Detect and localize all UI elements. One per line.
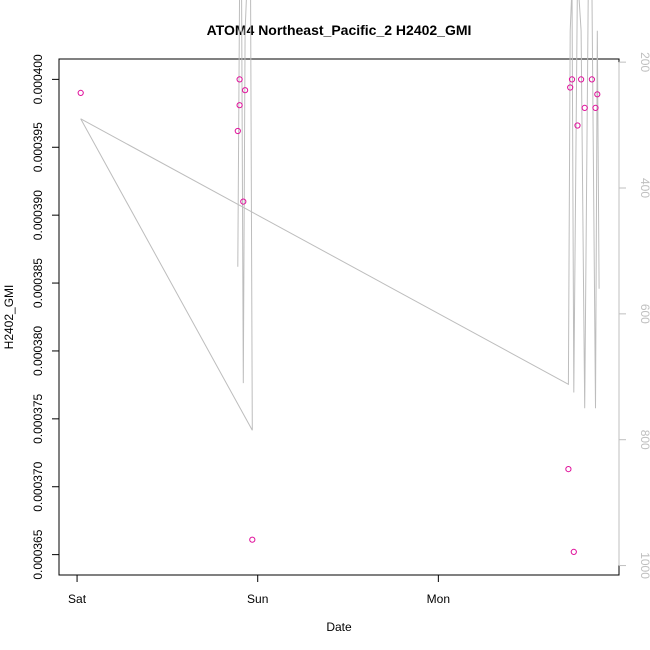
y-tick-label: 0.000370 [31,461,45,511]
x-tick-label: Sat [68,592,87,606]
series-line-1 [80,0,600,409]
data-point [565,466,572,473]
y-tick-label: 0.000400 [31,54,45,104]
x-axis: Sat Sun Mon [68,574,450,606]
y2-tick-label: 200 [638,52,650,72]
data-point [592,104,599,112]
data-point [567,84,574,91]
data-point [594,91,601,98]
y-tick-label: 0.000365 [31,529,45,579]
plot-frame [58,58,620,576]
x-tick-label: Sun [247,592,268,606]
data-point [574,122,581,129]
data-point [236,76,243,83]
y-axis: 0.000365 0.000370 0.000375 0.000380 0.000385… [31,54,60,580]
x-tick-label: Mon [427,592,450,606]
y-tick-label: 0.000390 [31,190,45,240]
data-point [570,548,577,556]
y-tick-label: 0.000395 [31,122,45,172]
data-point [234,127,241,135]
y2-tick-label: 400 [638,178,650,198]
data-point [249,536,256,543]
series-line-2 [80,0,253,431]
x-axis-label: Date [326,620,352,634]
data-point [242,87,249,94]
y-tick-label: 0.000380 [31,326,45,376]
chart-title: ATOM4 Northeast_Pacific_2 H2402_GMI [207,22,472,38]
y2-tick-label: 600 [638,304,650,324]
data-point [581,104,588,112]
y-tick-label: 0.000385 [31,258,45,308]
y2-axis: 200 400 600 800 1000 [618,52,650,579]
data-point [77,89,84,97]
y2-tick-label: 1000 [638,552,650,579]
y-tick-label: 0.000375 [31,393,45,443]
y2-tick-label: 800 [638,430,650,450]
series-lines [80,0,600,431]
y-axis-label: H2402_GMI [2,285,16,350]
data-point [568,76,576,83]
data-point [578,76,585,83]
data-point [236,102,243,109]
series-points [77,76,601,556]
data-point [588,76,596,83]
data-point [240,198,247,205]
